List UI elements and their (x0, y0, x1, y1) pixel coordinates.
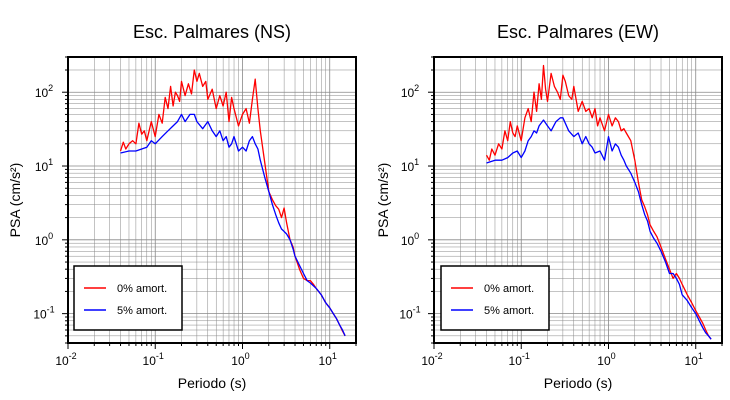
legend-label: 5% amort. (117, 305, 167, 317)
series-layer (485, 64, 712, 340)
x-tick-label: 10-1 (509, 351, 530, 368)
y-axis-label: PSA (cm/s²) (375, 163, 391, 238)
y-tick-label: 101 (401, 157, 419, 174)
series-line (120, 113, 346, 337)
legend-box (440, 265, 550, 331)
y-tick-label: 10-1 (399, 305, 420, 322)
y-tick-label: 101 (35, 157, 53, 174)
series-layer (119, 69, 346, 337)
y-tick-label: 102 (35, 83, 53, 100)
x-tick-label: 101 (685, 351, 703, 368)
axis-ticks: 10-2 10-1 100 101 10-1 100 101 102 (33, 56, 357, 368)
y-axis-label: PSA (cm/s²) (7, 163, 23, 238)
x-tick-label: 100 (597, 351, 615, 368)
chart-panel-ew: Esc. Palmares (EW) 10-2 10-1 100 101 10-1 100… (375, 22, 723, 391)
y-tick-label: 10-1 (33, 305, 54, 322)
legend: 0% amort. 5% amort. (73, 265, 183, 331)
axis-ticks: 10-2 10-1 100 101 10-1 100 101 102 (399, 56, 723, 368)
plot-frame (433, 56, 723, 344)
y-tick-label: 100 (35, 231, 53, 248)
x-axis-label: Periodo (s) (178, 375, 246, 391)
x-tick-label: 10-1 (143, 351, 164, 368)
grid-lines (67, 56, 357, 344)
y-tick-label: 100 (401, 231, 419, 248)
legend-label: 0% amort. (117, 283, 167, 295)
series-line (119, 69, 346, 337)
x-tick-label: 100 (231, 351, 249, 368)
chart-title: Esc. Palmares (EW) (497, 22, 659, 42)
chart-panel-ns: Esc. Palmares (NS) 10-2 10-1 100 101 10-1 100… (7, 22, 357, 391)
chart-title: Esc. Palmares (NS) (133, 22, 291, 42)
legend-label: 0% amort. (484, 283, 534, 295)
x-tick-label: 10-2 (55, 351, 76, 368)
plot-frame (67, 56, 357, 344)
x-axis-label: Periodo (s) (544, 375, 612, 391)
legend-label: 5% amort. (484, 305, 534, 317)
series-line (486, 117, 712, 340)
series-line (485, 64, 712, 340)
legend: 0% amort. 5% amort. (440, 265, 550, 331)
y-tick-label: 102 (401, 83, 419, 100)
legend-box (73, 265, 183, 331)
grid-lines (433, 56, 723, 344)
x-tick-label: 10-2 (421, 351, 442, 368)
x-tick-label: 101 (319, 351, 337, 368)
